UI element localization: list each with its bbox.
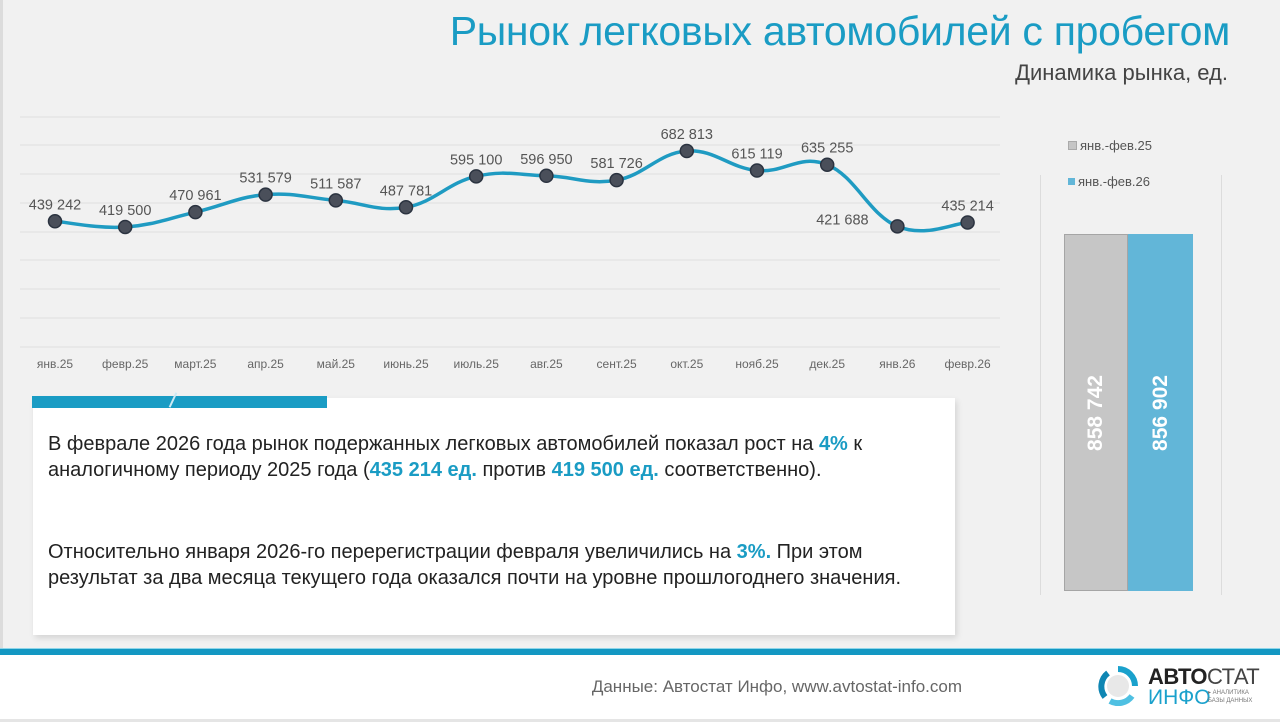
highlight-feb25-value: 419 500 ед. [551, 459, 659, 481]
bar-jan-feb-26: 856 902 [1128, 234, 1193, 591]
x-axis-tick-label: сент.25 [597, 357, 637, 371]
x-axis-tick-label: янв.26 [879, 357, 916, 371]
data-point-marker [890, 219, 905, 234]
x-axis-tick-label: апр.25 [247, 357, 284, 371]
logo-tag-1: ▸ АНАЛИТИКА [1208, 690, 1249, 696]
data-label: 581 726 [590, 156, 642, 172]
logo-wordmark-bottom: ИНФО [1148, 686, 1211, 709]
data-point-marker [188, 204, 203, 220]
data-label: 635 255 [801, 141, 853, 157]
highlight-growth-pct: 4% [818, 433, 848, 455]
chart-gridlines [20, 116, 1000, 348]
x-axis-tick-label: июнь.25 [383, 357, 429, 371]
commentary-paragraph-1: В феврале 2026 года рынок подержанных ле… [48, 431, 948, 483]
text-segment: против [476, 459, 552, 481]
data-label: 615 119 [731, 147, 782, 163]
x-axis-tick-label: окт.25 [670, 357, 703, 371]
data-label: 439 242 [29, 197, 81, 213]
highlight-mom-pct: 3%. [736, 541, 772, 563]
bar-jan-feb-25: 858 742 [1064, 234, 1128, 591]
x-axis-tick-label: дек.25 [809, 357, 845, 371]
x-axis-tick-label: июль.25 [454, 357, 500, 371]
bar-value-label: 858 742 [1084, 374, 1107, 451]
data-point-marker [539, 168, 554, 184]
legend-swatch-grey-icon [1068, 140, 1077, 150]
x-axis-tick-label: февр.26 [944, 357, 991, 371]
commentary-box [33, 398, 955, 635]
x-axis-tick-label: авг.25 [530, 357, 563, 371]
data-point-marker [819, 157, 835, 172]
legend-item-2025: янв.-фев.25 [1068, 136, 1152, 154]
commentary-accent-bar [32, 392, 327, 408]
data-labels: 439 242 419 500 470 961 531 579 511 587 487 7… [29, 127, 994, 228]
legend-label: янв.-фев.26 [1078, 173, 1150, 189]
bar-value-label: 856 902 [1148, 374, 1172, 451]
text-segment: к аналогичному периоду 2025 года ( [48, 433, 863, 481]
logo-tagline: ▸ АНАЛИТИКА БАЗЫ ДАННЫХ [1208, 689, 1252, 705]
data-point-marker [398, 200, 414, 215]
data-point-marker [117, 219, 133, 235]
x-axis-tick-label: янв.25 [37, 357, 74, 371]
data-point-marker [749, 163, 765, 178]
data-label: 531 579 [239, 171, 291, 187]
data-label: 596 950 [520, 152, 572, 168]
bar-chart-panel [1040, 175, 1222, 595]
logo-tag-2: БАЗЫ ДАННЫХ [1208, 698, 1253, 704]
data-point-marker [960, 215, 975, 230]
avtostat-logo: АВТОСТАТ ИНФО ▸ АНАЛИТИКА БАЗЫ ДАННЫХ [1098, 664, 1263, 709]
x-axis-tick-label: май.25 [317, 357, 356, 371]
logo-wordmark-top: АВТОСТАТ [1148, 664, 1260, 690]
data-point-marker [328, 193, 344, 208]
x-axis-tick-label: февр.25 [102, 357, 149, 371]
data-label: 419 500 [99, 203, 151, 219]
data-source-text: Данные: Автостат Инфо, www.avtostat-info… [591, 677, 962, 696]
data-label: 487 781 [380, 183, 432, 199]
logo-bold: АВТО [1148, 664, 1207, 689]
data-label: 595 100 [450, 152, 502, 168]
footer [0, 655, 1280, 722]
slide-title: Рынок легковых автомобилей с пробегом [449, 8, 1231, 54]
slide-left-edge [0, 0, 3, 650]
data-point-marker [47, 214, 63, 229]
legend-item-2026: янв.-фев.26 [1068, 172, 1152, 190]
data-point-marker [258, 187, 273, 202]
data-label: 435 214 [941, 198, 993, 214]
data-point-marker [609, 172, 624, 188]
legend-label: янв.-фев.25 [1080, 137, 1152, 153]
data-label: 470 961 [169, 188, 221, 204]
x-axis-labels: янв.25 февр.25 март.25 апр.25 май.25 июнь.25 и… [37, 357, 991, 371]
x-axis-tick-label: март.25 [174, 357, 217, 371]
bar-chart-legend: янв.-фев.25 янв.-фев.26 [1068, 136, 1152, 208]
text-segment: Относительно января 2026-го перерегистра… [48, 541, 737, 563]
data-point-marker [679, 143, 695, 159]
text-segment: соответственно). [658, 459, 822, 481]
line-chart: 439 242 419 500 470 961 531 579 511 587 487 7… [20, 116, 1000, 371]
data-label: 421 688 [816, 212, 868, 228]
legend-swatch-blue-icon [1068, 177, 1075, 185]
footer-accent-line [0, 648, 1280, 655]
data-point-marker [468, 169, 484, 184]
text-segment: В феврале 2026 года рынок подержанных ле… [48, 433, 819, 455]
text-segment: При этом результат за два месяца текущег… [48, 541, 901, 589]
data-markers [47, 143, 975, 235]
chart-subtitle: Динамика рынка, ед. [1015, 60, 1228, 85]
highlight-feb26-value: 435 214 ед. [369, 459, 477, 481]
logo-light: СТАТ [1206, 664, 1260, 689]
logo-ring-icon [1098, 666, 1138, 706]
commentary-paragraph-2: Относительно января 2026-го перерегистра… [48, 539, 948, 591]
data-label: 511 587 [310, 176, 361, 192]
x-axis-tick-label: нояб.25 [735, 357, 779, 371]
data-label: 682 813 [661, 127, 713, 143]
